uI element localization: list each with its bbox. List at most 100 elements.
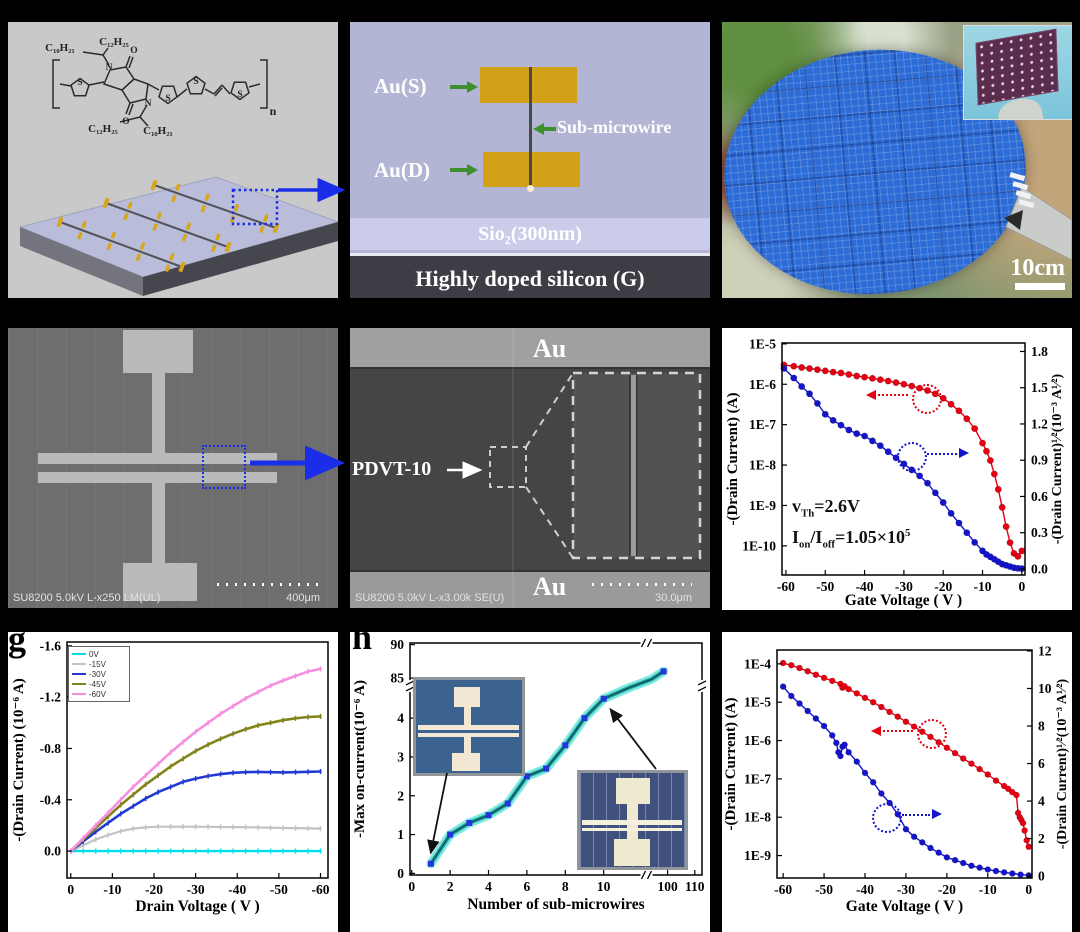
- svg-text:0: 0: [397, 866, 404, 881]
- svg-text:0.0: 0.0: [1031, 561, 1048, 576]
- sem-upper-electrode: [38, 453, 277, 464]
- oxygen-atom: O: [130, 46, 137, 56]
- svg-text:0: 0: [1025, 882, 1032, 897]
- svg-text:-0.8: -0.8: [40, 741, 62, 756]
- svg-text:8: 8: [562, 879, 569, 894]
- structure-and-schematic-drawing: C₁₀H₂₁ C₁₂H₂₅ C₁₂H₂₅ C₁₀H₂₁ S S S S N N …: [18, 36, 338, 296]
- svg-text:0.3: 0.3: [1031, 525, 1048, 540]
- svg-text:2: 2: [447, 879, 454, 894]
- right-axis-pointer-circle: [897, 442, 927, 472]
- svg-text:6: 6: [524, 879, 531, 894]
- svg-text:1E-6: 1E-6: [749, 377, 776, 392]
- sulfur-atom: S: [165, 94, 170, 104]
- panel-transfer-curve-multi: -60 -50 -40 -30 -20 -10 0 1E-4 1E-5 1E-6 1E-7 1E-8 1…: [722, 632, 1072, 932]
- right-axis-pointer-line: [927, 453, 957, 455]
- svg-text:-20: -20: [145, 882, 163, 897]
- svg-text:8: 8: [1038, 719, 1045, 734]
- svg-text:1E-8: 1E-8: [749, 458, 776, 473]
- legend-swatch: [72, 652, 86, 656]
- inset-stem: [627, 804, 638, 833]
- wire-arrow-head: [533, 123, 544, 135]
- svg-text:4: 4: [1038, 794, 1045, 809]
- svg-text:4: 4: [397, 711, 404, 726]
- svg-text:-20: -20: [938, 882, 956, 897]
- legend-swatch: [72, 682, 86, 686]
- svg-text:1E-10: 1E-10: [742, 538, 776, 553]
- left-axis-pointer-circle: [912, 384, 942, 414]
- inset-pad: [616, 778, 650, 804]
- legend-item: -60V: [72, 689, 126, 699]
- ratio-base: I: [792, 527, 800, 547]
- left-axis-pointer-circle: [917, 719, 947, 749]
- inset-wire: [418, 725, 519, 730]
- svg-text:-10: -10: [979, 882, 997, 897]
- svg-text:-50: -50: [815, 882, 833, 897]
- svg-text:-0.4: -0.4: [40, 792, 62, 807]
- microwire-array: [56, 179, 280, 273]
- svg-text:3: 3: [397, 749, 404, 764]
- legend-label: -60V: [89, 689, 106, 699]
- svg-text:-60: -60: [774, 882, 792, 897]
- device-chip: [975, 28, 1059, 106]
- panel-letter-h: h: [352, 632, 373, 657]
- svg-text:0: 0: [1018, 579, 1025, 594]
- film-label: PDVT-10: [352, 458, 432, 480]
- svg-text:1.5: 1.5: [1031, 380, 1048, 395]
- vth-sub: Th: [801, 507, 815, 520]
- inset-stem: [464, 707, 471, 726]
- legend-label: 0V: [89, 649, 99, 659]
- svg-text:90: 90: [391, 637, 405, 652]
- sem-metadata: SU8200 5.0kV L-x250 LM(UL): [13, 592, 161, 604]
- svg-text:85: 85: [391, 671, 405, 686]
- tweezers-drawing: [1004, 172, 1072, 261]
- ratio-exp: 5: [905, 527, 911, 539]
- svg-text:1E-4: 1E-4: [744, 656, 771, 671]
- source-label: Au(S): [374, 74, 427, 98]
- left-axis-pointer-line: [878, 394, 908, 396]
- transfer-curve-chart: -60 -50 -40 -30 -20 -10 0 1E-4 1E-5 1E-6 1E-7 1E-8 1…: [723, 643, 1070, 915]
- single-wire-device-inset: [413, 677, 525, 776]
- svg-text:-40: -40: [856, 579, 874, 594]
- svg-text:-(Drain Current) (A): -(Drain Current) (A): [725, 392, 741, 525]
- inset-wire: [418, 733, 519, 737]
- svg-text:Gate Voltage ( V ): Gate Voltage ( V ): [846, 898, 963, 915]
- svg-text:4: 4: [485, 879, 492, 894]
- legend-item: 0V: [72, 649, 126, 659]
- svg-text:1E-6: 1E-6: [744, 733, 771, 748]
- panel-wafer-photo: 10cm: [722, 22, 1072, 298]
- svg-text:100: 100: [657, 879, 678, 894]
- svg-text:1E-7: 1E-7: [749, 417, 776, 432]
- panel-transfer-curve-single: -60 -50 -40 -30 -20 -10 0 1E-5 1E-6 1E-7 1E-8 1E-9 1…: [722, 328, 1072, 610]
- side-chain-label: C₁₂H₂₅: [88, 123, 118, 135]
- inset-stem: [464, 737, 471, 754]
- right-axis-pointer-line: [902, 814, 930, 816]
- svg-text:Gate Voltage ( V ): Gate Voltage ( V ): [845, 592, 962, 609]
- threshold-voltage-annotation: vTh=2.6V: [792, 496, 860, 520]
- sem-scale-label: 400μm: [286, 592, 320, 604]
- legend: 0V -15V -30V -45V -60V: [68, 646, 130, 702]
- sem-seam: [512, 328, 514, 608]
- svg-text:-60: -60: [312, 882, 330, 897]
- ratio-sub-on: on: [799, 538, 811, 551]
- sulfur-atom: S: [193, 77, 198, 87]
- svg-text:-30: -30: [187, 882, 205, 897]
- svg-text:-10: -10: [974, 579, 992, 594]
- inset-wire: [582, 820, 682, 825]
- sem-bottom-pad: [123, 563, 197, 601]
- right-axis-pointer-arrowhead: [932, 809, 942, 819]
- oxygen-atom: O: [122, 117, 129, 127]
- sub-microwire-label: Sub-microwire: [557, 117, 672, 137]
- atom-labels: C₁₀H₂₁ C₁₂H₂₅ C₁₂H₂₅ C₁₀H₂₁ S S S S N N …: [45, 36, 277, 137]
- svg-text:-10: -10: [103, 882, 121, 897]
- sem-top-pad: [123, 330, 193, 373]
- svg-text:1.8: 1.8: [1031, 344, 1048, 359]
- output-curves-chart: 0 -10 -20 -30 -40 -50 -60 0.0 -0.4 -0.8 -1.2 -1.6 Dr…: [11, 638, 330, 915]
- ratio-mid: /I: [810, 527, 823, 547]
- sulfur-atom: S: [77, 78, 82, 88]
- svg-text:-50: -50: [816, 579, 834, 594]
- sem-lower-electrode: [38, 472, 277, 483]
- svg-text:-50: -50: [270, 882, 288, 897]
- gate-layer: Highly doped silicon (G): [350, 253, 710, 298]
- scale-bar: [1015, 283, 1065, 290]
